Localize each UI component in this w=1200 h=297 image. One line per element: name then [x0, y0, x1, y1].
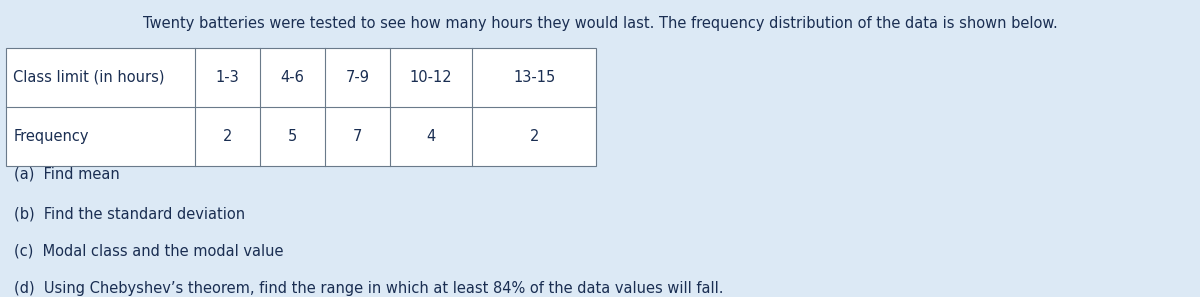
Text: 4-6: 4-6: [281, 70, 305, 85]
Text: 2: 2: [223, 129, 232, 144]
Text: Twenty batteries were tested to see how many hours they would last. The frequenc: Twenty batteries were tested to see how …: [143, 16, 1057, 31]
Text: (b)  Find the standard deviation: (b) Find the standard deviation: [14, 206, 246, 221]
Text: 7-9: 7-9: [346, 70, 370, 85]
Text: (c)  Modal class and the modal value: (c) Modal class and the modal value: [14, 243, 284, 258]
Text: 5: 5: [288, 129, 296, 144]
Text: 10-12: 10-12: [409, 70, 452, 85]
Bar: [6, 48, 596, 166]
Text: 4: 4: [426, 129, 436, 144]
Bar: [6, 48, 596, 166]
Text: 2: 2: [529, 129, 539, 144]
Text: 13-15: 13-15: [514, 70, 556, 85]
Text: Frequency: Frequency: [13, 129, 89, 144]
Text: (a)  Find mean: (a) Find mean: [14, 166, 120, 181]
Text: (d)  Using Chebyshev’s theorem, find the range in which at least 84% of the data: (d) Using Chebyshev’s theorem, find the …: [14, 280, 724, 296]
Text: Class limit (in hours): Class limit (in hours): [13, 70, 164, 85]
Text: 7: 7: [353, 129, 362, 144]
Text: 1-3: 1-3: [216, 70, 239, 85]
